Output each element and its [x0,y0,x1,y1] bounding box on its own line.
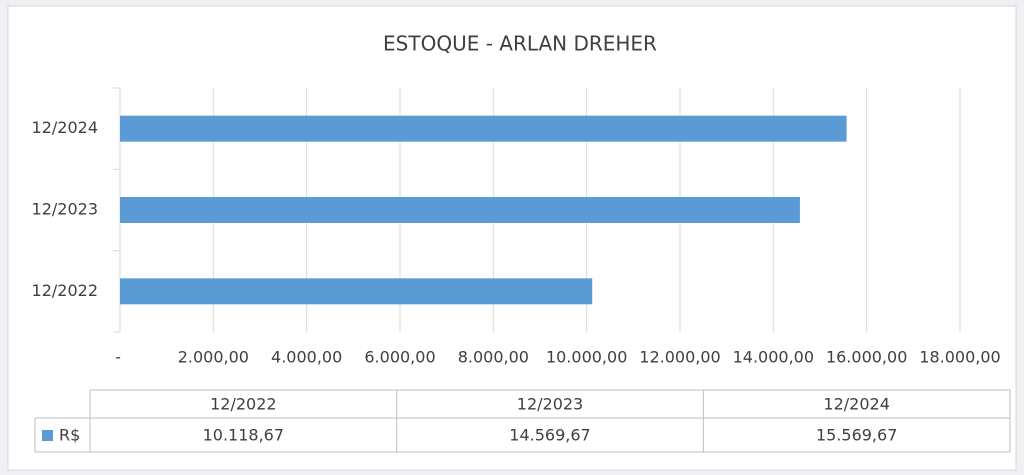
table-header: 12/2024 [823,395,889,414]
y-tick-label: 12/2024 [32,118,98,137]
x-tick-label: 12.000,00 [639,348,720,367]
legend-key [42,430,53,441]
table-value: 14.569,67 [509,426,590,445]
x-tick-label: 10.000,00 [546,348,627,367]
x-tick-label: - [115,348,121,367]
x-tick-label: 14.000,00 [733,348,814,367]
bar [120,278,593,305]
x-tick-label: 4.000,00 [271,348,342,367]
x-tick-label: 18.000,00 [919,348,1000,367]
x-tick-label: 16.000,00 [826,348,907,367]
bar [120,197,800,223]
legend-label: R$ [59,426,80,445]
x-tick-label: 6.000,00 [364,348,435,367]
table-value: 15.569,67 [816,426,897,445]
x-tick-label: 2.000,00 [178,348,249,367]
table-value: 10.118,67 [203,426,284,445]
chart-area [7,5,1017,471]
y-tick-label: 12/2022 [32,281,98,300]
bar [120,115,847,142]
x-tick-label: 8.000,00 [458,348,529,367]
y-tick-label: 12/2023 [32,200,98,219]
table-header: 12/2023 [517,395,583,414]
chart-title: ESTOQUE - ARLAN DREHER [383,32,657,56]
table-header: 12/2022 [210,395,276,414]
